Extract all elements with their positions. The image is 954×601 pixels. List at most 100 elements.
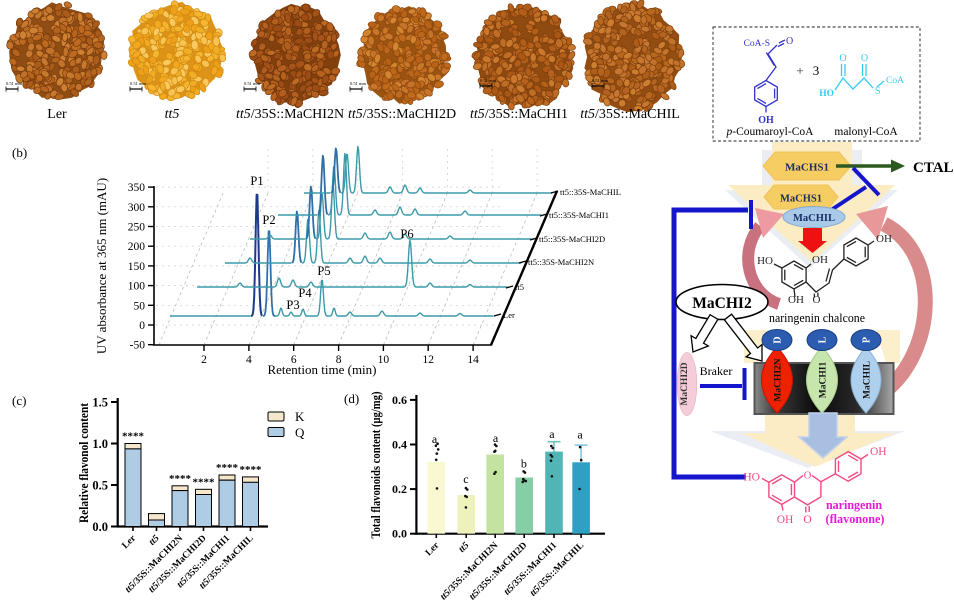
svg-text:0.51 mm: 0.51 mm [130, 81, 147, 86]
svg-text:Q: Q [295, 425, 305, 440]
svg-text:6: 6 [291, 354, 297, 366]
svg-text:MaCHI1: MaCHI1 [819, 362, 829, 399]
svg-text:O: O [861, 53, 868, 64]
svg-text:MaCHIL: MaCHIL [863, 361, 873, 399]
svg-text:0.2: 0.2 [392, 482, 407, 496]
svg-text:+: + [796, 63, 803, 78]
svg-text:OH: OH [876, 233, 892, 245]
svg-text:HO: HO [819, 89, 834, 99]
svg-text:10: 10 [378, 354, 390, 366]
svg-text:MaCHIL: MaCHIL [793, 213, 835, 224]
svg-text:tt5: tt5 [457, 541, 471, 555]
svg-text:Ler: Ler [121, 533, 139, 551]
svg-text:tt5::35S-MaCHI1: tt5::35S-MaCHI1 [549, 210, 609, 220]
svg-text:UV absorbance at 365 nm (mAU): UV absorbance at 365 nm (mAU) [94, 178, 109, 354]
svg-text:8: 8 [336, 354, 342, 366]
svg-text:tt5/35S::MaCHI1: tt5/35S::MaCHI1 [470, 107, 568, 122]
svg-text:S: S [875, 86, 881, 97]
svg-text:0.51 mm: 0.51 mm [592, 78, 609, 83]
svg-text:a: a [493, 431, 499, 445]
svg-text:a: a [577, 428, 583, 442]
svg-text:a: a [549, 427, 555, 441]
svg-text:Retention time (min): Retention time (min) [267, 362, 376, 377]
svg-text:b: b [521, 457, 527, 471]
svg-text:0.5: 0.5 [92, 479, 108, 493]
svg-text:P5: P5 [317, 264, 330, 278]
svg-text:tt5/35S::MaCHI2D: tt5/35S::MaCHI2D [348, 107, 456, 122]
svg-text:(b): (b) [12, 145, 27, 160]
svg-text:p-Coumaroyl-CoA: p-Coumaroyl-CoA [726, 126, 815, 138]
svg-text:MaCHI2: MaCHI2 [692, 295, 752, 312]
svg-text:Relative flavonol content: Relative flavonol content [76, 402, 91, 523]
svg-text:0: 0 [139, 320, 145, 332]
svg-text:****: **** [193, 476, 216, 488]
svg-text:tt5::35S-MaCHIL: tt5::35S-MaCHIL [560, 187, 621, 197]
svg-text:0.51 mm: 0.51 mm [244, 81, 261, 86]
svg-text:naringenin chalcone: naringenin chalcone [769, 311, 865, 325]
svg-text:****: **** [240, 464, 263, 476]
svg-text:O: O [813, 294, 821, 306]
svg-text:MaCHI2N: MaCHI2N [774, 358, 784, 401]
svg-text:-50: -50 [130, 340, 146, 352]
svg-text:O: O [803, 514, 811, 526]
svg-text:1.5: 1.5 [92, 396, 108, 410]
svg-text:CoA: CoA [886, 76, 904, 86]
svg-text:1.0: 1.0 [92, 437, 108, 451]
svg-text:300: 300 [128, 202, 146, 214]
svg-text:P1: P1 [250, 174, 263, 188]
svg-text:CoA-S: CoA-S [744, 39, 770, 49]
svg-text:MaCHS1: MaCHS1 [780, 194, 822, 205]
svg-text:tt5: tt5 [147, 533, 161, 547]
svg-text:tt5: tt5 [165, 107, 180, 122]
svg-text:a: a [432, 432, 438, 446]
svg-text:OH: OH [812, 254, 828, 266]
svg-text:O: O [786, 36, 793, 47]
svg-text:Total flavonoids content (μg/m: Total flavonoids content (μg/mg) [368, 392, 383, 539]
svg-text:OH: OH [788, 294, 804, 306]
svg-text:P: P [862, 337, 873, 343]
svg-text:0.51 mm: 0.51 mm [350, 81, 367, 86]
svg-text:4: 4 [246, 354, 252, 366]
svg-text:MaCHS1: MaCHS1 [785, 162, 829, 174]
svg-text:150: 150 [128, 261, 146, 273]
svg-text:c: c [463, 472, 468, 486]
svg-text:OH: OH [777, 514, 794, 526]
svg-text:L: L [818, 336, 829, 343]
svg-text:2: 2 [201, 354, 207, 366]
svg-text:12: 12 [422, 354, 434, 366]
svg-text:OH: OH [870, 446, 887, 458]
svg-text:tt5/35S::MaCHI2N: tt5/35S::MaCHI2N [236, 107, 344, 122]
svg-text:P3: P3 [286, 298, 299, 312]
svg-text:0.51 mm: 0.51 mm [6, 81, 23, 86]
svg-text:(c): (c) [12, 393, 26, 408]
svg-text:200: 200 [128, 241, 146, 253]
svg-text:O: O [839, 53, 846, 64]
svg-text:D: D [773, 336, 784, 343]
svg-text:0.51 mm: 0.51 mm [480, 78, 497, 83]
svg-text:3: 3 [813, 63, 820, 78]
svg-text:O: O [804, 471, 812, 482]
svg-text:P4: P4 [298, 286, 312, 300]
svg-text:(flavonone): (flavonone) [826, 511, 885, 526]
svg-text:P6: P6 [400, 227, 413, 241]
svg-text:Ler: Ler [424, 540, 442, 558]
svg-text:0.6: 0.6 [392, 393, 407, 407]
svg-text:CTAL: CTAL [913, 160, 954, 176]
svg-text:****: **** [216, 462, 239, 474]
svg-text:Ler: Ler [503, 310, 515, 320]
svg-text:Ler: Ler [47, 107, 67, 122]
svg-text:100: 100 [128, 281, 146, 293]
svg-text:MaCHI2D: MaCHI2D [680, 362, 690, 405]
svg-text:0.4: 0.4 [392, 438, 407, 452]
svg-text:tt5/35S::MaCHIL: tt5/35S::MaCHIL [580, 107, 680, 122]
svg-text:0.0: 0.0 [392, 527, 407, 541]
svg-text:HO: HO [757, 255, 773, 267]
svg-text:HO: HO [743, 472, 760, 484]
svg-text:K: K [295, 409, 305, 424]
svg-text:tt5: tt5 [515, 282, 524, 292]
svg-text:tt5::35S-MaCHI2N: tt5::35S-MaCHI2N [528, 257, 594, 267]
svg-text:P2: P2 [262, 213, 275, 227]
svg-text:250: 250 [128, 222, 146, 234]
svg-text:50: 50 [134, 300, 146, 312]
svg-text:****: **** [169, 473, 192, 485]
